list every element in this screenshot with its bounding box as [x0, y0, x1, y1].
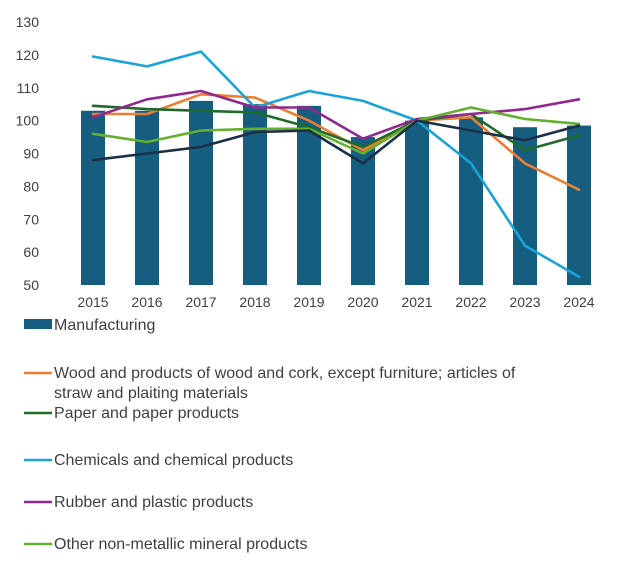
bar-manufacturing	[135, 110, 159, 285]
x-axis: 2015 2016 2017 2018 2019 2020 2021 2022 2023 2024	[77, 294, 594, 310]
y-tick-label: 70	[23, 211, 39, 227]
x-tick-label: 2016	[131, 294, 162, 310]
bar-manufacturing	[459, 117, 483, 286]
legend-label: Rubber and plastic products	[54, 494, 253, 511]
y-tick-label: 120	[16, 47, 40, 63]
x-tick-label: 2023	[509, 294, 540, 310]
lines-layer	[91, 50, 581, 279]
x-tick-label: 2017	[185, 294, 216, 310]
legend-item: Manufacturing	[24, 317, 155, 334]
legend-label: straw and plaiting materials	[54, 385, 248, 402]
series-line-5	[91, 106, 581, 155]
legend-label: Wood and products of wood and cork, exce…	[54, 365, 516, 382]
x-tick-label: 2020	[347, 294, 378, 310]
y-tick-label: 90	[23, 146, 39, 162]
legend-item: Wood and products of wood and cork, exce…	[24, 365, 516, 402]
legend-item: Paper and paper products	[24, 405, 239, 422]
x-tick-label: 2015	[77, 294, 108, 310]
x-tick-label: 2018	[239, 294, 270, 310]
bar-manufacturing	[567, 125, 591, 286]
series-line-6	[91, 119, 581, 165]
legend-item: Chemicals and chemical products	[24, 452, 293, 469]
x-tick-label: 2024	[563, 294, 594, 310]
legend-swatch-bar	[24, 319, 52, 329]
series-line-4	[91, 89, 581, 140]
legend-item: Other non-metallic mineral products	[24, 536, 307, 553]
bar-manufacturing	[405, 120, 429, 285]
bar-manufacturing	[513, 127, 537, 285]
x-tick-label: 2021	[401, 294, 432, 310]
bars-layer	[81, 100, 591, 286]
legend-label: Paper and paper products	[54, 405, 239, 422]
legend-label: Other non-metallic mineral products	[54, 536, 307, 553]
y-axis: 50 60 70 80 90 100 110 120 130	[16, 14, 40, 293]
legend: Manufacturing Wood and products of wood a…	[24, 317, 516, 553]
legend-label: Chemicals and chemical products	[54, 452, 293, 469]
series-line-3	[91, 50, 581, 279]
series-line-1	[91, 93, 581, 191]
y-tick-label: 110	[17, 80, 40, 96]
x-tick-label: 2019	[293, 294, 324, 310]
x-tick-label: 2022	[455, 294, 486, 310]
y-tick-label: 130	[16, 14, 40, 30]
series-line-2	[91, 104, 581, 152]
y-tick-label: 50	[23, 277, 39, 293]
legend-item: Rubber and plastic products	[24, 494, 253, 511]
y-tick-label: 100	[16, 113, 40, 129]
bar-manufacturing	[81, 110, 105, 285]
bar-manufacturing	[351, 137, 375, 285]
bar-manufacturing	[189, 100, 213, 286]
y-tick-label: 60	[23, 244, 39, 260]
legend-label: Manufacturing	[54, 317, 155, 334]
y-tick-label: 80	[23, 178, 39, 194]
